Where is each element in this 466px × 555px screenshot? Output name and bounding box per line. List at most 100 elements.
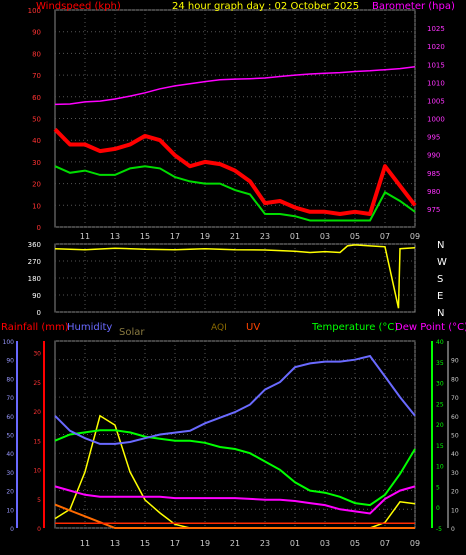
direction-tick-label: 90 — [32, 292, 41, 300]
uv-label: UV — [246, 322, 260, 333]
x-tick-label: 05 — [350, 539, 360, 548]
temperature-series-line — [54, 429, 416, 507]
solar-tick-label: 40 — [451, 451, 459, 458]
rain-tick-label: 0 — [37, 526, 41, 533]
left-tick-label: 10 — [32, 202, 41, 210]
right-tick-label: 1000 — [427, 116, 445, 124]
x-tick-label: 09 — [410, 539, 420, 548]
temperature-tick-label: 15 — [436, 443, 444, 450]
x-tick-label: 11 — [80, 232, 90, 241]
rainfall-label: Rainfall (mm) — [1, 322, 69, 333]
right-tick-label: 1020 — [427, 43, 445, 51]
x-tick-label: 21 — [230, 539, 240, 548]
humidity-tick-label: 90 — [6, 358, 14, 365]
solar-tick-label: 70 — [451, 395, 459, 402]
x-tick-label: 17 — [170, 232, 180, 241]
rain-tick-label: 10 — [33, 468, 41, 475]
direction-series-line — [54, 244, 416, 309]
rain-tick-label: 5 — [37, 497, 41, 504]
rain-tick-label: 20 — [33, 409, 41, 416]
right-tick-label: 975 — [427, 206, 440, 214]
left-tick-label: 40 — [32, 137, 41, 145]
left-tick-label: 20 — [32, 181, 41, 189]
humidity-tick-label: 0 — [10, 526, 14, 533]
humidity-tick-label: 70 — [6, 395, 14, 402]
temperature-tick-label: 0 — [436, 505, 440, 512]
humidity-tick-label: 10 — [6, 507, 14, 514]
compass-label: W — [437, 257, 447, 268]
right-tick-label: 1010 — [427, 79, 445, 87]
compass-label: N — [437, 308, 444, 319]
left-axis-title: Windspeed (kph) — [36, 1, 121, 12]
humidity-series-line — [54, 354, 416, 445]
x-tick-label: 23 — [260, 232, 270, 241]
humidity-tick-label: 30 — [6, 470, 14, 477]
temperature-tick-label: -5 — [436, 526, 442, 533]
temperature-tick-label: 25 — [436, 401, 444, 408]
right-axis-title: Barometer (hpa) — [372, 1, 455, 12]
x-tick-label: 07 — [380, 539, 390, 548]
left-tick-label: 60 — [32, 94, 41, 102]
solar-tick-label: 50 — [451, 433, 459, 440]
direction-tick-label: 360 — [28, 241, 41, 249]
solar-tick-label: 60 — [451, 414, 459, 421]
right-tick-label: 985 — [427, 170, 440, 178]
solar-tick-label: 0 — [451, 526, 455, 533]
temperature-label: Temperature (°C) — [311, 322, 398, 333]
speed-series-line — [54, 165, 416, 222]
x-tick-label: 13 — [110, 232, 120, 241]
x-tick-label: 03 — [320, 232, 330, 241]
rain-tick-label: 30 — [33, 351, 41, 358]
humidity-tick-label: 80 — [6, 376, 14, 383]
humidity-label: Humidity — [67, 322, 112, 333]
solar-tick-label: 20 — [451, 489, 459, 496]
x-tick-label: 01 — [290, 539, 300, 548]
solar-tick-label: 10 — [451, 507, 459, 514]
temperature-tick-label: 20 — [436, 422, 444, 429]
x-tick-label: 05 — [350, 232, 360, 241]
left-tick-label: 90 — [32, 29, 41, 37]
right-tick-label: 1025 — [427, 25, 445, 33]
rain-tick-label: 25 — [33, 380, 41, 387]
temperature-tick-label: 35 — [436, 360, 444, 367]
compass-label: N — [437, 240, 444, 251]
x-tick-label: 07 — [380, 232, 390, 241]
dew-point-label: Dew Point (°C) — [395, 322, 466, 333]
direction-tick-label: 180 — [28, 275, 41, 283]
x-tick-label: 17 — [170, 539, 180, 548]
solar-tick-label: 80 — [451, 376, 459, 383]
solar-label: Solar — [119, 327, 145, 338]
temperature-tick-label: 5 — [436, 484, 440, 491]
left-tick-label: 50 — [32, 116, 41, 124]
temperature-humidity-panel: 0102030405060708090100051015202530-50510… — [1, 322, 466, 548]
direction-tick-label: 0 — [37, 309, 41, 317]
temperature-tick-label: 40 — [436, 339, 444, 346]
compass-label: S — [437, 274, 443, 285]
left-tick-label: 30 — [32, 159, 41, 167]
temperature-tick-label: 10 — [436, 464, 444, 471]
rain-series-line — [54, 503, 415, 529]
left-tick-label: 0 — [37, 224, 41, 232]
rain-tick-label: 15 — [33, 438, 41, 445]
x-tick-label: 23 — [260, 539, 270, 548]
humidity-tick-label: 60 — [6, 414, 14, 421]
left-tick-label: 80 — [32, 50, 41, 58]
left-tick-label: 100 — [28, 7, 41, 15]
right-tick-label: 990 — [427, 152, 440, 160]
right-tick-label: 980 — [427, 188, 440, 196]
x-tick-label: 15 — [140, 232, 150, 241]
right-tick-label: 1005 — [427, 97, 445, 105]
aqi-label: AQI — [211, 323, 227, 333]
solar-tick-label: 30 — [451, 470, 459, 477]
chart-title: 24 hour graph day : 02 October 2025 — [172, 1, 359, 12]
x-tick-label: 13 — [110, 539, 120, 548]
pressure-series-line — [54, 66, 416, 106]
x-tick-label: 11 — [80, 539, 90, 548]
humidity-tick-label: 40 — [6, 451, 14, 458]
gust-series-line — [53, 127, 417, 216]
humidity-tick-label: 20 — [6, 489, 14, 496]
x-tick-label: 03 — [320, 539, 330, 548]
right-tick-label: 995 — [427, 134, 440, 142]
x-tick-label: 21 — [230, 232, 240, 241]
